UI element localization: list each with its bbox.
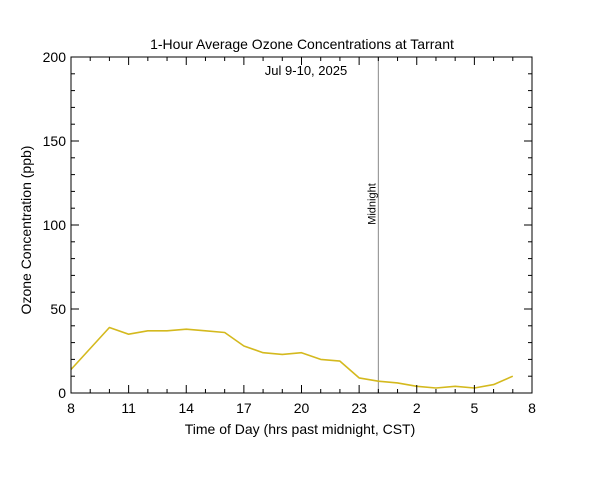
series-line [70, 326, 514, 389]
y-tick-label: 200 [43, 49, 67, 65]
y-tick-label: 50 [50, 301, 66, 317]
midnight-label: Midnight [366, 183, 378, 225]
x-tick-label: 23 [351, 400, 367, 416]
series-group [70, 326, 514, 389]
plot-frame [70, 56, 533, 394]
x-axis-label: Time of Day (hrs past midnight, CST) [185, 421, 416, 437]
x-tick-label: 20 [294, 400, 310, 416]
y-tick-label: 150 [43, 133, 67, 149]
x-tick-label: 17 [236, 400, 252, 416]
y-tick-label: 100 [43, 217, 67, 233]
midnight-marker: Midnight [366, 57, 379, 393]
chart-title: 1-Hour Average Ozone Concentrations at T… [150, 36, 454, 52]
x-tick-label: 5 [470, 400, 478, 416]
x-tick-label: 11 [121, 400, 136, 416]
x-tick-label: 14 [178, 400, 194, 416]
x-tick-label: 2 [413, 400, 421, 416]
y-axis-label: Ozone Concentration (ppb) [18, 146, 34, 315]
x-tick-label: 8 [67, 400, 75, 416]
y-tick-label: 0 [58, 385, 66, 401]
x-tick-label: 8 [528, 400, 536, 416]
date-subtitle: Jul 9-10, 2025 [265, 63, 347, 78]
